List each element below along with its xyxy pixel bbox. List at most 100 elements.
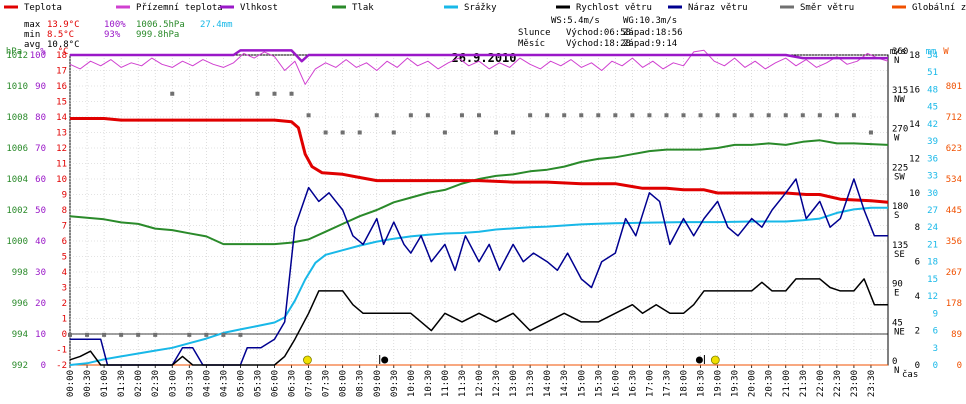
tick-degc: 2	[62, 299, 67, 309]
x-tick-label: 16:00	[611, 370, 621, 397]
info-sun-set: Západ:18:56	[623, 28, 683, 38]
tick-percent: 30	[35, 268, 46, 278]
series-humidity	[70, 49, 888, 63]
moonset-icon	[381, 356, 389, 364]
tick-degc: 17	[56, 67, 67, 77]
tick-w: 0	[957, 361, 962, 371]
stat-max-temp: 13.9°C	[47, 20, 80, 30]
wind-direction-point	[783, 113, 788, 118]
tick-mm: 12	[927, 292, 938, 302]
chart-title: 26.9.2010	[451, 51, 516, 65]
tick-direction-deg: 225	[892, 163, 908, 173]
tick-degc: 16	[56, 82, 67, 92]
wind-direction-point	[204, 332, 209, 337]
tick-ms: 18	[909, 51, 920, 61]
tick-degc: 14	[56, 113, 67, 123]
tick-mm: 39	[927, 137, 938, 147]
tick-mm: 9	[933, 309, 938, 319]
x-tick-label: 22:00	[816, 370, 826, 397]
tick-mm: 54	[927, 51, 938, 61]
series-wind-gust	[70, 178, 888, 366]
x-tick-label: 21:30	[799, 370, 809, 397]
stat-avg-temp: 10.8°C	[47, 40, 80, 50]
tick-ms: 12	[909, 154, 920, 164]
x-tick-label: 01:30	[117, 370, 127, 397]
tick-degc: 0	[62, 330, 67, 340]
tick-percent: 90	[35, 82, 46, 92]
wind-direction-point	[698, 113, 703, 118]
series-temperature	[70, 117, 889, 204]
tick-percent: 60	[35, 175, 46, 185]
tick-direction-deg: 180	[892, 202, 908, 212]
legend-label: Tlak	[352, 3, 374, 13]
series-ground-temperature	[69, 49, 889, 85]
tick-mm: 0	[933, 361, 938, 371]
tick-degc: 7	[62, 222, 67, 232]
stat-min-temp: 8.5°C	[47, 30, 74, 40]
tick-ms: 4	[915, 292, 920, 302]
series-wind-speed	[69, 278, 888, 366]
x-tick-label: 18:30	[697, 370, 707, 397]
wind-direction-point	[442, 130, 447, 135]
x-tick-label: 07:30	[322, 370, 332, 397]
tick-direction-deg: 270	[892, 125, 908, 135]
tick-mm: 51	[927, 68, 938, 78]
tick-w: 89	[951, 330, 962, 340]
info-moon-rise: Východ:18:28	[566, 39, 631, 49]
info-moon-label: Měsíc	[518, 39, 545, 49]
wind-direction-point	[459, 113, 464, 118]
axis-unit-mm: mm	[926, 47, 937, 57]
tick-mm: 6	[933, 327, 938, 337]
wind-direction-point	[817, 113, 822, 118]
wind-direction-point	[630, 113, 635, 118]
wind-direction-point	[323, 130, 328, 135]
wind-direction-point	[664, 113, 669, 118]
x-tick-label: 03:30	[185, 370, 195, 397]
tick-degc: 10	[56, 175, 67, 185]
wind-direction-point	[562, 113, 567, 118]
x-tick-label: 09:30	[390, 370, 400, 397]
tick-degc: 18	[56, 51, 67, 61]
x-tick-label: 08:30	[356, 370, 366, 397]
moonrise-icon	[695, 356, 703, 364]
wind-direction-point	[647, 113, 652, 118]
stat-max-humidity: 100%	[104, 20, 126, 30]
wind-direction-point	[187, 332, 192, 337]
tick-hpa: 994	[12, 330, 28, 340]
wind-direction-point	[851, 113, 856, 118]
x-tick-label: 05:00	[236, 370, 246, 397]
wind-direction-point	[272, 91, 277, 96]
x-tick-label: 11:00	[441, 370, 451, 397]
tick-hpa: 1012	[6, 51, 28, 61]
tick-direction-deg: 0	[892, 357, 897, 367]
tick-hpa: 1004	[6, 175, 28, 185]
x-tick-label: 06:30	[288, 370, 298, 397]
tick-percent: 40	[35, 237, 46, 247]
x-tick-label: 01:00	[100, 370, 110, 397]
tick-mm: 42	[927, 120, 938, 130]
wind-direction-point	[834, 113, 839, 118]
tick-degc: 6	[62, 237, 67, 247]
tick-degc: 15	[56, 98, 67, 108]
wind-direction-point	[119, 332, 124, 337]
tick-direction-deg: 360	[892, 47, 908, 57]
wind-direction-point	[340, 130, 345, 135]
x-tick-label: 22:30	[833, 370, 843, 397]
stat-min-humidity: 93%	[104, 30, 121, 40]
legend-label: Směr větru	[800, 3, 854, 13]
x-tick-label: 18:00	[680, 370, 690, 397]
tick-degc: 13	[56, 129, 67, 139]
tick-w: 623	[946, 144, 962, 154]
wind-direction-point	[766, 113, 771, 118]
wind-direction-point	[102, 332, 107, 337]
tick-direction-deg: 45	[892, 318, 903, 328]
tick-w: 801	[946, 82, 962, 92]
wind-direction-point	[136, 332, 141, 337]
tick-ms: 6	[915, 258, 920, 268]
tick-w: 534	[946, 175, 962, 185]
tick-direction-name: E	[894, 289, 899, 299]
tick-ms: 14	[909, 120, 920, 130]
tick-w: 356	[946, 237, 962, 247]
wind-direction-point	[579, 113, 584, 118]
tick-percent: 10	[35, 330, 46, 340]
